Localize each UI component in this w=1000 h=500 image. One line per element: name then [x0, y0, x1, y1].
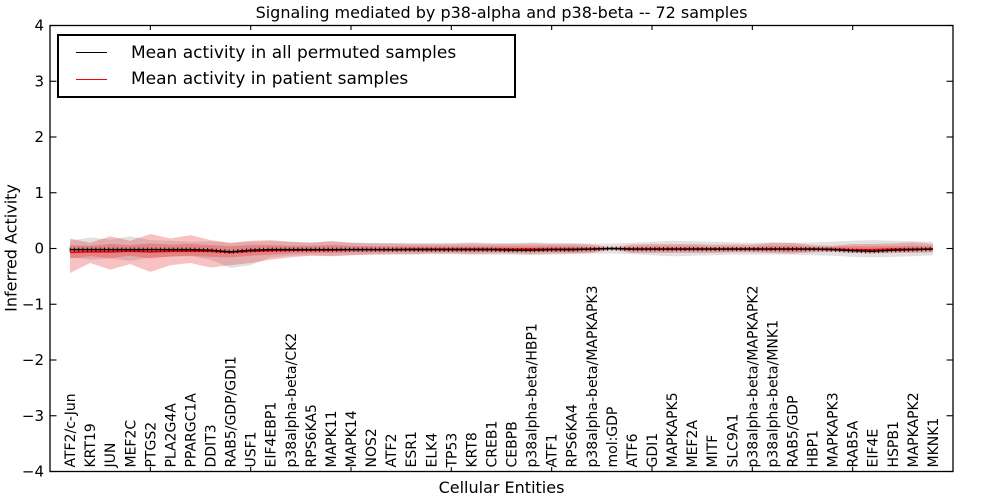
x-tick-label: CEBPB: [505, 421, 521, 467]
legend-item-permuted: Mean activity in all permuted samples: [76, 43, 514, 63]
x-tick-label: CREB1: [484, 421, 500, 468]
x-axis-label: Cellular Entities: [438, 478, 565, 497]
legend-label-permuted: Mean activity in all permuted samples: [131, 42, 457, 63]
y-tick-label: −1: [22, 295, 44, 313]
x-tick-label: RAB5/GDP/GDI1: [224, 356, 240, 467]
x-tick-label: p38alpha-beta/HBP1: [525, 323, 541, 467]
legend-box: Mean activity in all permuted samples Me…: [57, 34, 516, 98]
x-tick-label: USF1: [244, 431, 260, 467]
x-tick-label: HBP1: [806, 430, 822, 467]
x-tick-label: SLC9A1: [725, 414, 741, 468]
x-tick-label: HSPB1: [886, 421, 902, 467]
legend-label-patient: Mean activity in patient samples: [131, 69, 409, 90]
x-tick-label: p38alpha-beta/MAPKAPK2: [745, 286, 761, 468]
x-tick-label: GDI1: [645, 433, 661, 468]
y-tick-label: 4: [34, 17, 44, 35]
x-tick-label: MAPKAPK3: [826, 392, 842, 467]
x-tick-label: ATF2: [384, 433, 400, 467]
y-tick-label: −4: [22, 463, 44, 481]
y-tick-label: 1: [34, 184, 44, 202]
legend-line-red-icon: [76, 78, 107, 80]
x-tick-label: ATF6: [625, 433, 641, 467]
x-tick-label: MEF2A: [685, 420, 701, 468]
x-tick-label: MAPK14: [344, 410, 360, 467]
x-tick-label: MAPKAPK5: [665, 392, 681, 467]
band-1: [70, 234, 933, 274]
x-tick-label: p38alpha-beta/MNK1: [765, 320, 781, 468]
x-tick-label: TP53: [444, 433, 460, 469]
x-tick-label: RPS6KA5: [304, 404, 320, 467]
x-tick-label: MITF: [705, 435, 721, 468]
y-tick-label: −3: [22, 407, 44, 425]
legend-line-black-icon: [76, 52, 107, 54]
band-0: [70, 236, 933, 269]
y-tick-label: 2: [34, 128, 44, 146]
x-tick-label: PPARGC1A: [183, 393, 199, 468]
x-tick-label: PLA2G4A: [163, 403, 179, 468]
x-tick-label: ESR1: [404, 431, 420, 467]
x-tick-label: p38alpha-beta/MAPKAPK3: [585, 286, 601, 468]
x-tick-label: MKNK1: [926, 418, 942, 468]
legend-item-patient: Mean activity in patient samples: [76, 69, 514, 89]
x-tick-label: PTGS2: [143, 422, 159, 468]
y-tick-label: 3: [34, 72, 44, 90]
y-axis-label: Inferred Activity: [1, 184, 21, 312]
x-tick-label: EIF4E: [866, 429, 882, 468]
x-tick-label: JUN: [103, 443, 119, 469]
y-tick-label: 0: [34, 240, 44, 258]
band-2: [70, 243, 933, 259]
x-tick-label: RAB5A: [846, 420, 862, 467]
permuted-mean-line: [70, 247, 933, 253]
y-tick-label: −2: [22, 351, 44, 369]
x-tick-label: ATF2/c-Jun: [63, 393, 79, 467]
x-tick-label: ATF1: [545, 433, 561, 467]
permuted-line-tick-markers: [69, 246, 931, 254]
x-tick-label: RPS6KA4: [565, 404, 581, 467]
x-tick-label: KRT19: [83, 423, 99, 467]
x-tick-label: MAPKAPK2: [906, 392, 922, 467]
x-tick-label: mol:GDP: [605, 407, 621, 468]
x-tick-label: RAB5/GDP: [785, 395, 801, 467]
x-tick-label: MAPK11: [324, 410, 340, 467]
x-tick-label: EIF4EBP1: [264, 402, 280, 468]
x-tick-label: ELK4: [424, 433, 440, 468]
chart-title: Signaling mediated by p38-alpha and p38-…: [255, 3, 748, 22]
x-tick-label: p38alpha-beta/CK2: [284, 333, 300, 468]
x-tick-label: MEF2C: [123, 420, 139, 468]
x-tick-label: DDIT3: [204, 424, 220, 467]
x-tick-label: NOS2: [364, 428, 380, 467]
x-tick-label: KRT8: [464, 432, 480, 467]
